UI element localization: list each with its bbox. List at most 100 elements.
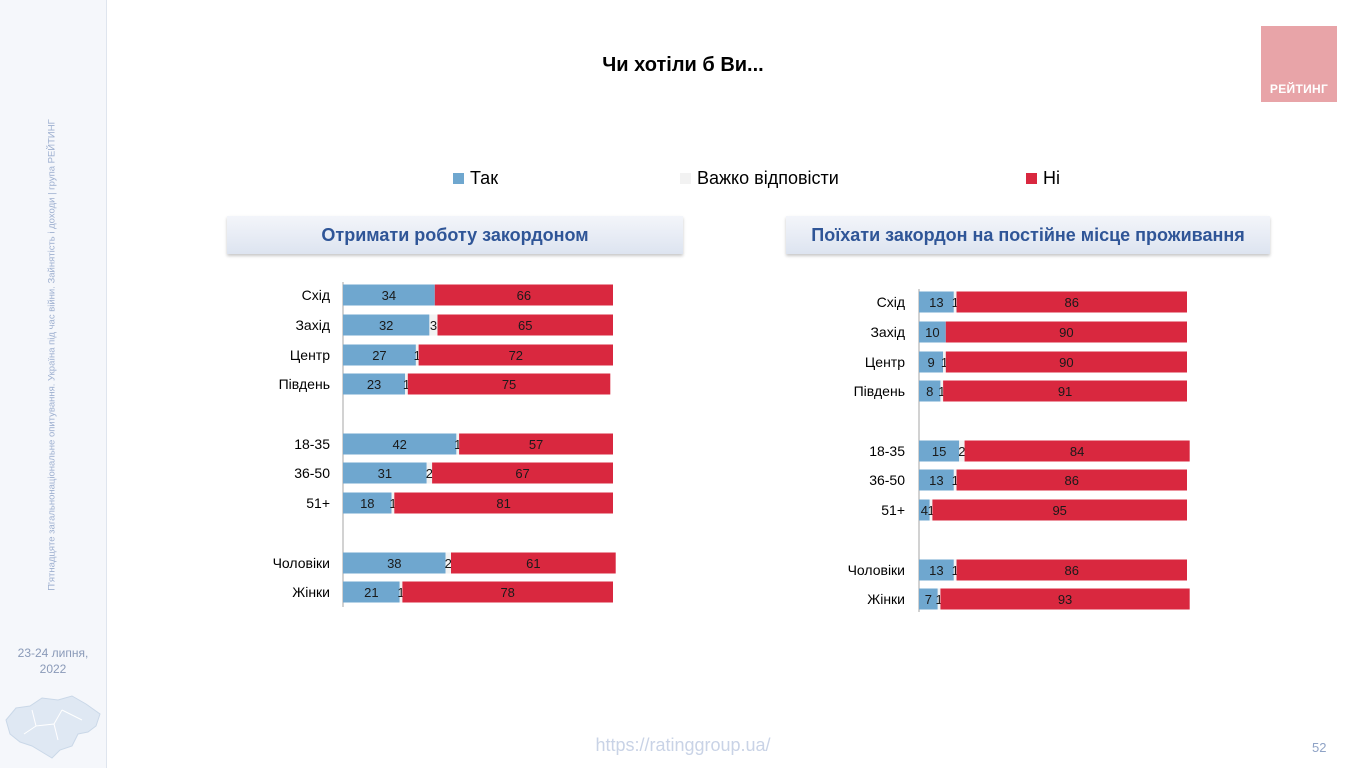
chart1-data-label-yes: 42 [392,437,406,452]
legend-item-hard: Важко відповісти [680,168,839,188]
chart1-bar-no [434,284,613,306]
legend-label-no: Ні [1043,167,1060,188]
rating-logo: РЕЙТИНГ [1261,26,1337,102]
chart1-bar-yes [343,284,435,306]
chart2-category-label: Жінки [867,591,905,607]
chart1-data-label-yes: 32 [379,318,393,333]
chart1-data-label-no: 57 [529,437,543,452]
chart2-bar-no [943,380,1187,402]
chart2-data-label-hard: 1 [952,295,959,310]
legend-label-hard: Важко відповісти [697,167,839,188]
chart1-data-label-hard: 1 [397,585,404,600]
chart2-data-label-hard: 1 [952,473,959,488]
chart1-bar-no [418,344,613,366]
chart2-data-label-hard: 1 [927,503,934,518]
chart2-bar-yes [919,440,960,462]
chart2-bar-no [956,469,1187,491]
chart1-bar-yes [343,581,400,603]
chart1-bar-yes [343,462,427,484]
chart1-bar-no [459,433,613,455]
chart2-category-label: Схід [877,294,905,310]
chart2-bar-yes [919,469,954,491]
chart1-bar-no [394,492,613,514]
chart1-category-label: 51+ [306,495,330,511]
chart2-bar-hard [929,499,933,521]
chart2-bar-no [932,499,1187,521]
survey-date-line1: 23-24 липня, [17,646,89,660]
chart2-bar-yes [919,351,944,373]
chart2-data-label-no: 86 [1065,563,1079,578]
chart1-data-label-hard: 1 [403,377,410,392]
chart2-bar-yes [919,291,954,313]
chart1-data-label-hard: 1 [454,437,461,452]
chart1-data-label-no: 78 [500,585,514,600]
chart1-category-label: 18-35 [294,436,330,452]
chart2-category-label: 18-35 [869,443,905,459]
chart2-bar-yes [919,588,938,610]
chart1-bar-no [437,314,613,336]
chart2-data-label-no: 90 [1059,325,1073,340]
chart1-bar-yes [343,492,392,514]
page-title: Чи хотіли б Ви... [602,54,764,76]
survey-date: 23-24 липня, 2022 [0,645,106,677]
chart1-data-label-no: 81 [496,496,510,511]
chart1-data-label-yes: 38 [387,556,401,571]
chart1-data-label-no: 67 [515,466,529,481]
chart1-bar-yes [343,433,457,455]
chart1-bar-yes [343,373,406,395]
chart1-bar-hard [426,462,433,484]
chart1-category-label: 36-50 [294,465,330,481]
chart2-data-label-hard: 2 [958,444,965,459]
chart2-bar-hard [943,351,946,373]
chart2-data-label-hard: 1 [938,384,945,399]
chart2-bar-hard [953,291,957,313]
chart2-bar-hard [953,469,957,491]
chart2-bar-hard [937,588,941,610]
chart2-data-label-yes: 13 [929,473,943,488]
chart-title-move-abroad: Поїхати закордон на постійне місце прожи… [786,216,1270,254]
chart-title-work-abroad: Отримати роботу закордоном [227,216,683,254]
chart1-bar-no [407,373,611,395]
chart2-data-label-no: 84 [1070,444,1084,459]
chart2-data-label-no: 95 [1052,503,1066,518]
chart1-data-label-yes: 27 [372,348,386,363]
chart1-data-label-no: 61 [526,556,540,571]
chart1-bar-hard [429,314,438,336]
chart2-data-label-yes: 13 [929,295,943,310]
chart2-data-label-hard: 1 [941,355,948,370]
chart1-data-label-hard: 2 [426,466,433,481]
chart2-bar-no [945,321,1187,343]
chart1-category-label: Схід [302,287,330,303]
chart1-data-label-hard: 1 [389,496,396,511]
legend-swatch-yes [453,172,464,184]
chart2-data-label-yes: 9 [927,355,934,370]
chart2-bar-yes [919,559,954,581]
survey-date-line2: 2022 [39,662,67,676]
chart2-data-label-yes: 4 [921,503,928,518]
chart1-data-label-hard: 2 [445,556,452,571]
legend-item-yes: Так [453,168,498,188]
legend-swatch-no [1026,172,1037,184]
chart2-data-label-no: 86 [1065,473,1079,488]
chart1-bar-yes [343,552,446,574]
chart2-category-label: Чоловіки [848,562,905,578]
chart1-bar-yes [343,314,430,336]
chart1-data-label-no: 65 [518,318,532,333]
chart1-data-label-yes: 34 [382,288,396,303]
chart1-data-label-hard: 1 [414,348,421,363]
chart2-bar-no [956,559,1187,581]
chart1-bar-hard [445,552,451,574]
chart1-bar-hard [399,581,403,603]
chart1-category-label: Жінки [292,584,330,600]
chart2-category-label: Південь [854,383,905,399]
chart1-category-label: Захід [295,317,330,333]
footer-url[interactable]: https://ratinggroup.ua/ [595,735,771,755]
chart2-bar-no [945,351,1187,373]
chart2-bar-no [964,440,1190,462]
chart2-category-label: 51+ [881,502,905,518]
chart1-bar-hard [405,373,408,395]
chart2-bar-no [940,588,1190,610]
chart1-data-label-no: 66 [517,288,531,303]
chart2-data-label-no: 90 [1059,355,1073,370]
chart2-category-label: 36-50 [869,472,905,488]
